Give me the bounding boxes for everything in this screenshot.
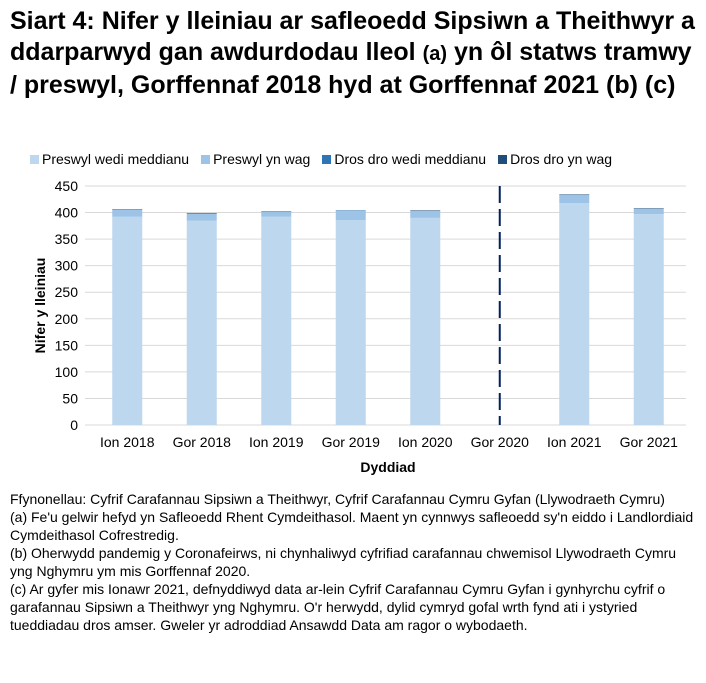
- x-tick-label: Gor 2021: [620, 434, 679, 450]
- bar-segment: [261, 211, 292, 213]
- bar-segment: [410, 210, 441, 211]
- note-source: Ffynonellau: Cyfrif Carafannau Sipsiwn a…: [10, 491, 665, 507]
- bar-segment: [633, 214, 664, 425]
- legend-label: Dros dro yn wag: [510, 151, 613, 167]
- chart-title: Siart 4: Nifer y lleiniau ar safleoedd S…: [10, 7, 695, 99]
- x-tick-label: Ion 2020: [398, 434, 453, 450]
- x-tick-label: Gor 2020: [471, 434, 530, 450]
- legend-swatch: [322, 154, 332, 164]
- bar-segment: [335, 210, 366, 211]
- bar-segment: [335, 219, 366, 425]
- y-tick-label: 250: [55, 284, 79, 300]
- bar-segment: [559, 194, 590, 196]
- legend-item: Dros dro yn wag: [498, 151, 612, 167]
- x-tick-label: Gor 2018: [173, 434, 232, 450]
- bar-segment: [559, 195, 590, 203]
- legend: Preswyl wedi meddianu Preswyl yn wag Dros …: [30, 151, 612, 167]
- legend-item: Dros dro wedi meddianu: [322, 151, 486, 167]
- x-axis-title: Dyddiad: [360, 459, 415, 475]
- legend-label: Dros dro wedi meddianu: [334, 151, 487, 167]
- legend-swatch: [498, 154, 508, 164]
- x-tick-label: Ion 2021: [547, 434, 602, 450]
- y-tick-label: 300: [55, 258, 79, 274]
- bar-segment: [335, 210, 366, 220]
- legend-swatch: [201, 154, 211, 164]
- bar-segment: [186, 213, 217, 214]
- bar-segment: [633, 208, 664, 215]
- x-tick-label: Ion 2018: [100, 434, 155, 450]
- x-tick-label: Gor 2019: [322, 434, 381, 450]
- bar-segment: [186, 220, 217, 425]
- bar-segment: [633, 208, 664, 209]
- bar-segment: [410, 217, 441, 425]
- bar-segment: [559, 202, 590, 425]
- bar-segment: [186, 213, 217, 221]
- y-axis-title: Nifer y lleiniau: [32, 258, 48, 354]
- y-tick-label: 0: [70, 417, 78, 433]
- legend-label: Preswyl wedi meddianu: [42, 151, 190, 167]
- note-a: (a) Fe'u gelwir hefyd yn Safleoedd Rhent…: [10, 509, 694, 543]
- note-b: (b) Oherwydd pandemig y Coronafeirws, ni…: [10, 545, 677, 579]
- y-tick-label: 100: [55, 364, 79, 380]
- y-tick-label: 400: [55, 205, 79, 221]
- y-tick-label: 200: [55, 311, 79, 327]
- y-tick-label: 150: [55, 337, 79, 353]
- legend-swatch: [30, 154, 39, 164]
- y-tick-label: 350: [55, 231, 79, 247]
- legend-label: Preswyl yn wag: [213, 151, 311, 167]
- y-tick-label: 450: [55, 178, 79, 194]
- bar-segment: [261, 212, 292, 217]
- plot-area: 0 50 100 150 200 250 300 350 400 450 Ion 2018 Gor 2…: [32, 178, 686, 475]
- bar-segment: [261, 216, 292, 425]
- bar-segment: [112, 209, 143, 217]
- legend-item: Preswyl wedi meddianu: [30, 151, 189, 167]
- note-c: (c) Ar gyfer mis Ionawr 2021, defnyddiwy…: [10, 581, 666, 633]
- bar-segment: [112, 216, 143, 425]
- footnotes: Ffynonellau: Cyfrif Carafannau Sipsiwn a…: [10, 490, 700, 634]
- legend-item: Preswyl yn wag: [201, 151, 310, 167]
- y-tick-label: 50: [62, 390, 78, 406]
- x-tick-label: Ion 2019: [249, 434, 304, 450]
- bar-segment: [112, 209, 143, 210]
- bar-segment: [410, 210, 441, 218]
